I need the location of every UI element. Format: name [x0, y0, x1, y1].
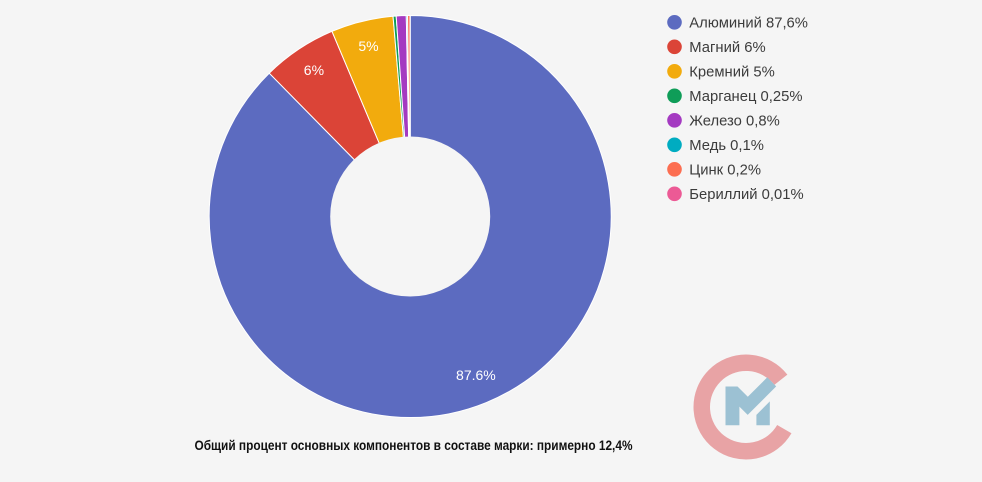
svg-text:Цинк 0,2%: Цинк 0,2%	[689, 163, 761, 179]
svg-text:6%: 6%	[304, 62, 324, 78]
svg-text:Медь 0,1%: Медь 0,1%	[689, 138, 764, 154]
svg-text:Железо 0,8%: Железо 0,8%	[689, 114, 779, 130]
svg-text:5%: 5%	[358, 38, 378, 54]
svg-text:Марганец 0,25%: Марганец 0,25%	[689, 89, 802, 105]
svg-text:Общий процент основных компоне: Общий процент основных компонентов в сос…	[195, 438, 633, 453]
svg-text:Магний 6%: Магний 6%	[689, 40, 765, 56]
svg-text:Бериллий 0,01%: Бериллий 0,01%	[689, 187, 803, 203]
svg-text:Алюминий 87,6%: Алюминий 87,6%	[689, 16, 808, 32]
svg-text:87.6%: 87.6%	[456, 367, 496, 383]
svg-text:Кремний 5%: Кремний 5%	[689, 65, 774, 81]
